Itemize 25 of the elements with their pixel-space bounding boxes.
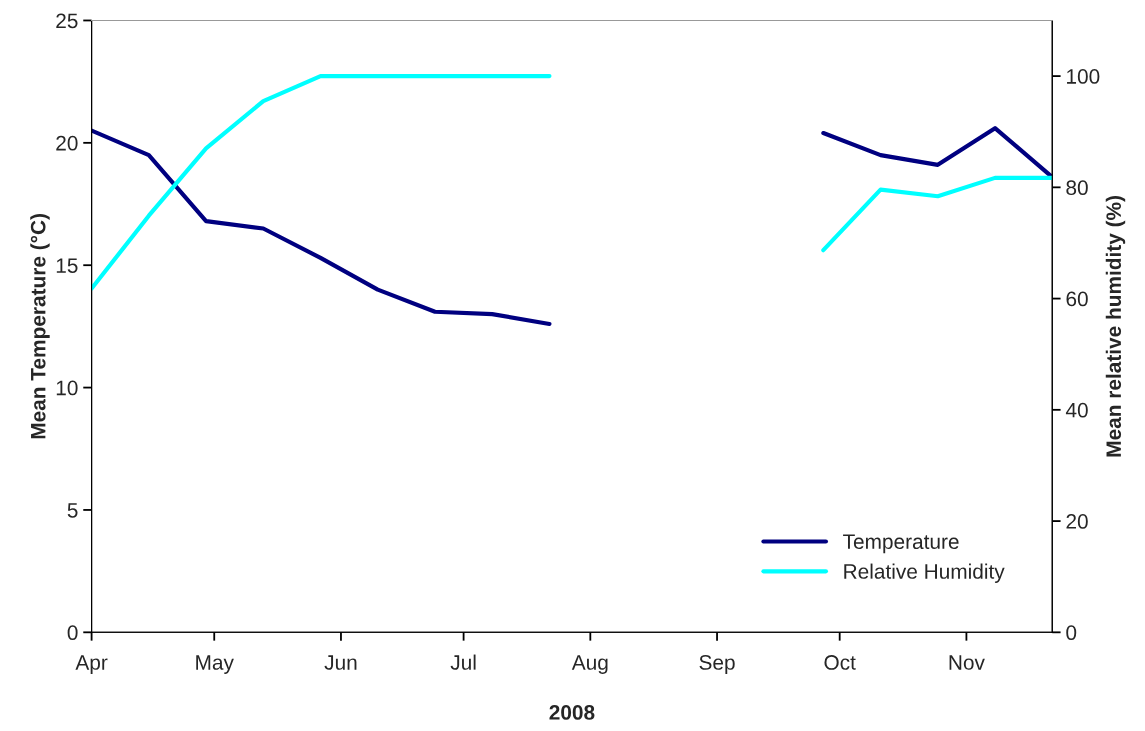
y-tick-label: 15: [56, 258, 78, 273]
legend-label: Temperature: [843, 534, 959, 554]
y-tick-label: 25: [56, 13, 78, 29]
y-tick-label: 5: [67, 503, 78, 518]
x-tick-label: Oct: [824, 655, 856, 670]
y2-tick-label: 60: [1066, 291, 1088, 307]
y2-axis-title: Mean relative humidity (%): [1105, 196, 1126, 457]
x-tick-label: May: [196, 655, 234, 674]
y-tick-label: 10: [56, 380, 78, 396]
y2-tick-label: 80: [1066, 180, 1088, 196]
y2-tick-label: 0: [1066, 625, 1077, 641]
x-axis-title: 2008: [549, 705, 595, 720]
legend-label: Relative Humidity: [844, 563, 1005, 583]
x-tick-label: Jun: [324, 655, 357, 670]
x-tick-label: Jul: [450, 654, 476, 670]
y-axis-title: Mean Temperature (°C): [30, 214, 50, 439]
x-tick-label: Apr: [75, 655, 108, 674]
y2-tick-label: 20: [1066, 514, 1088, 529]
y2-tick-label: 40: [1065, 402, 1088, 418]
x-tick-label: Aug: [571, 655, 608, 674]
y-tick-label: 20: [56, 135, 78, 151]
x-tick-label: Nov: [949, 655, 985, 670]
y2-tick-label: 100: [1067, 69, 1100, 84]
x-tick-label: Sep: [699, 655, 735, 674]
y-tick-label: 0: [67, 625, 78, 641]
